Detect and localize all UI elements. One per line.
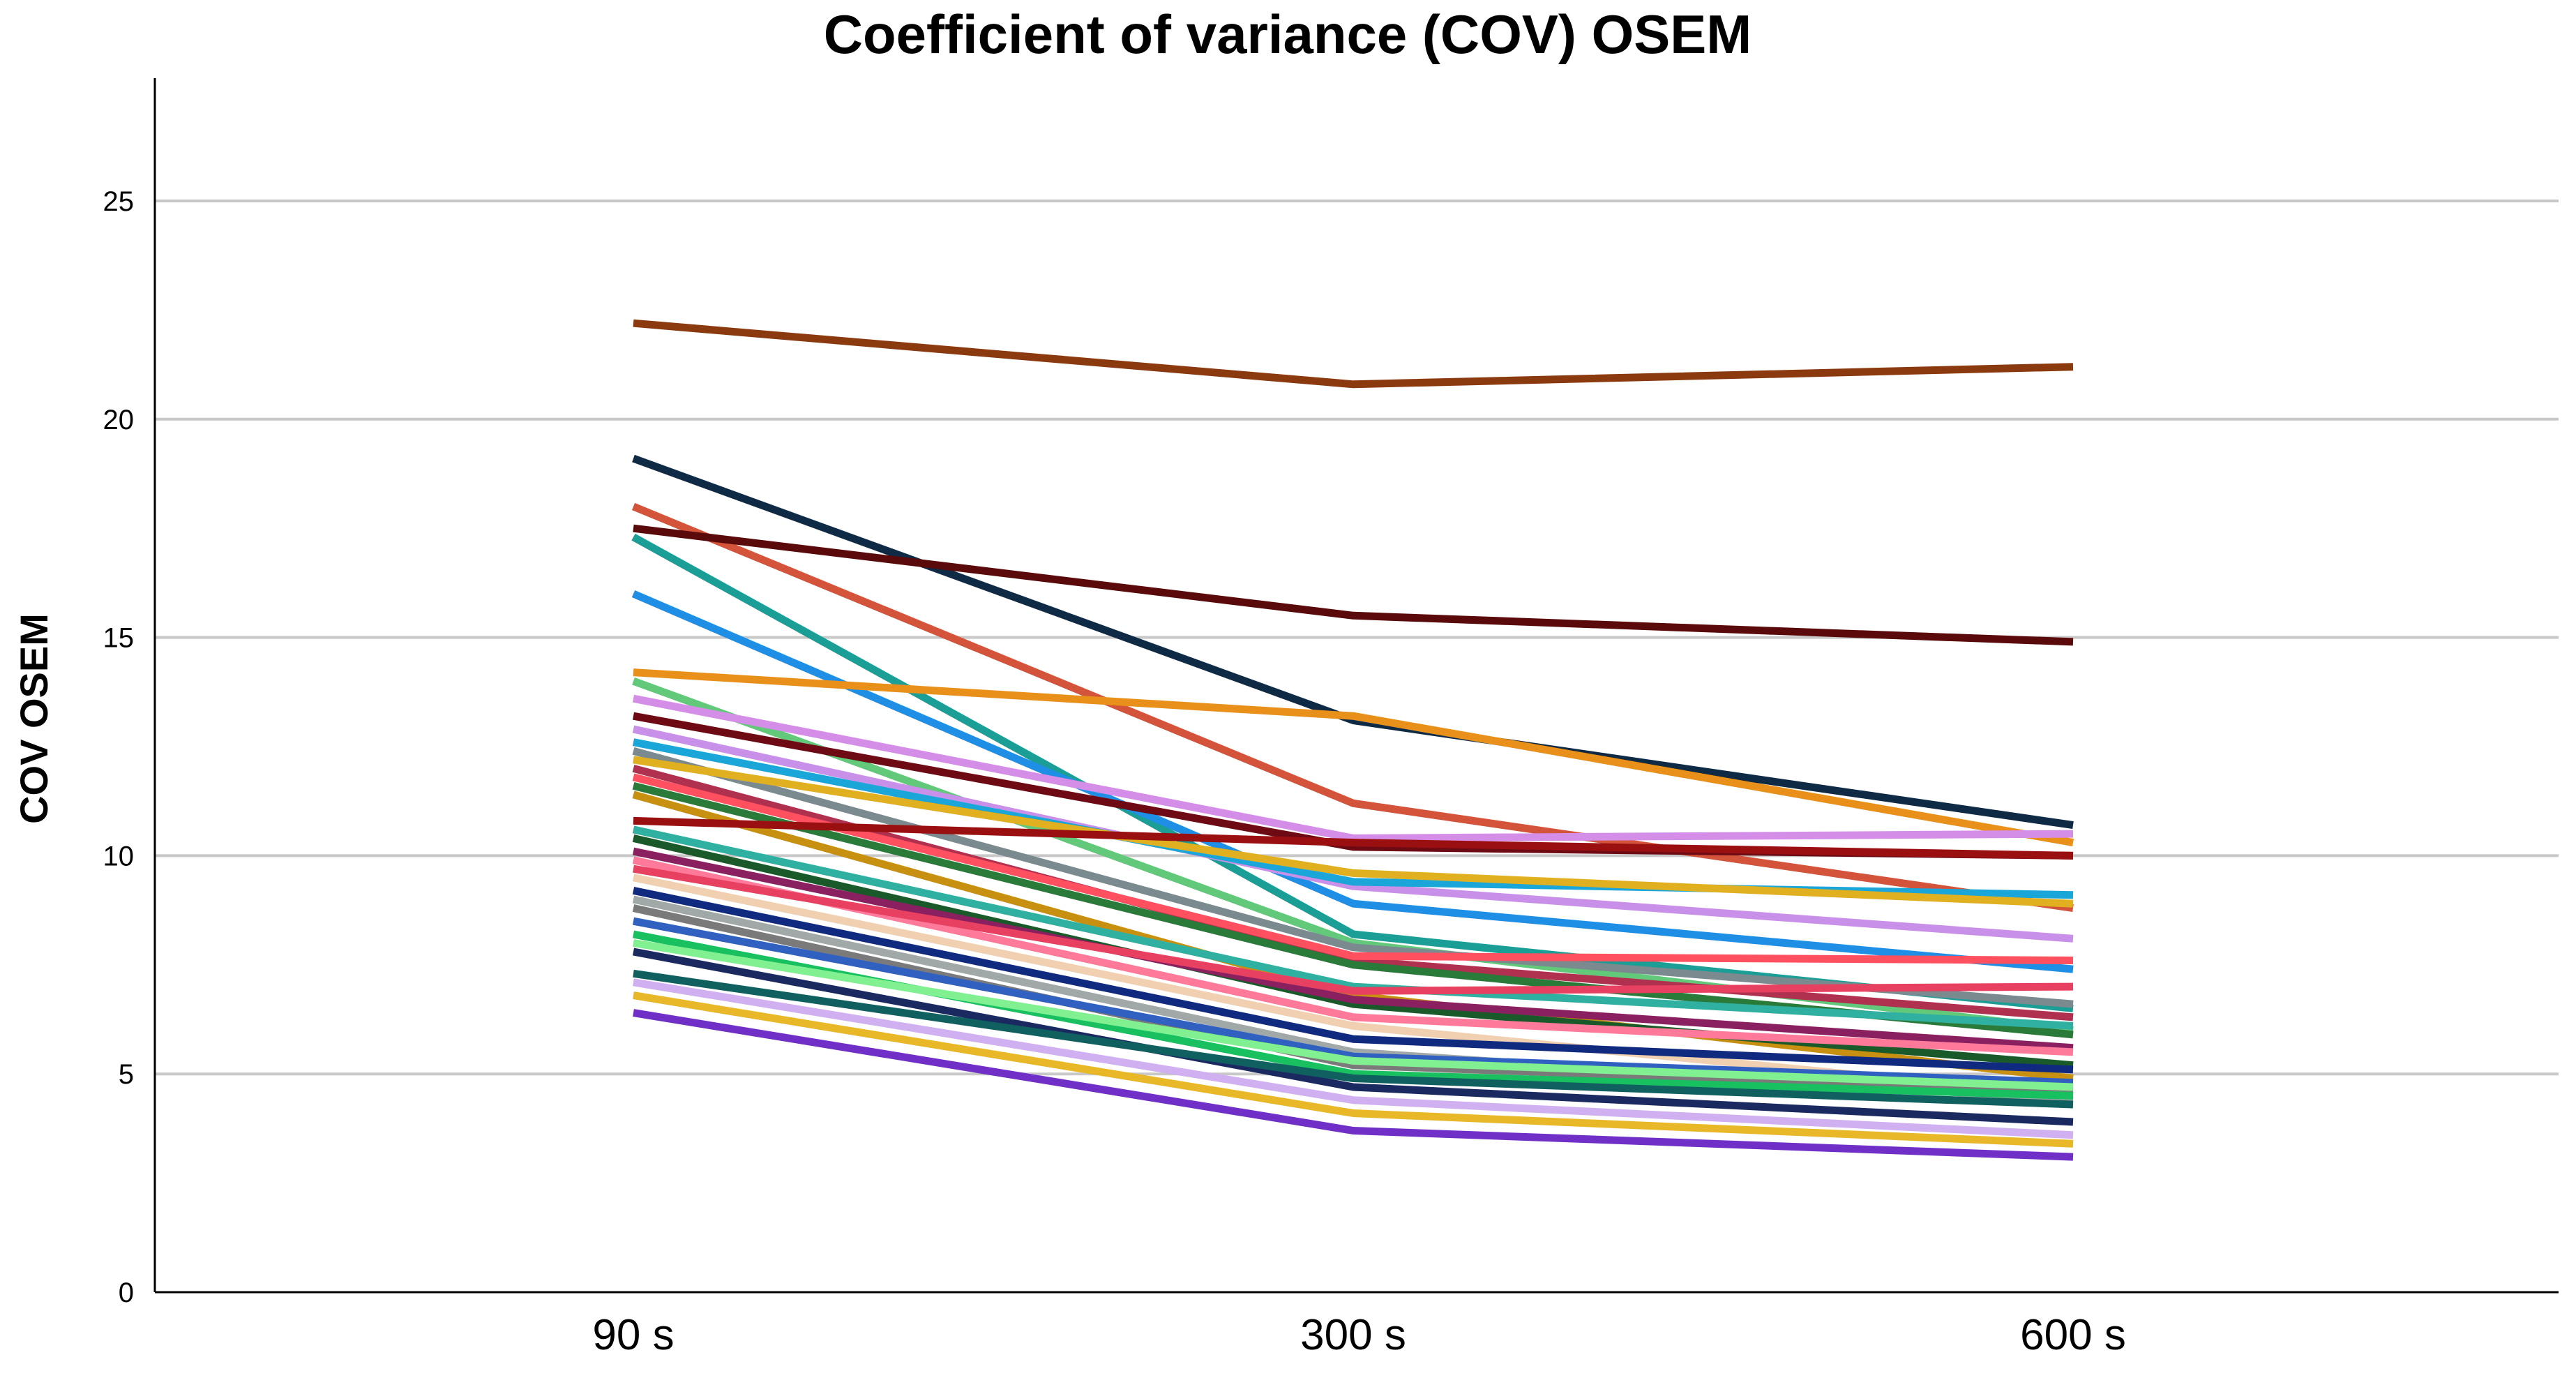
series-line-21 bbox=[632, 834, 2074, 1070]
series-line-22 bbox=[632, 847, 2074, 1052]
series-line-4 bbox=[633, 524, 2074, 646]
series-line-3 bbox=[631, 502, 2074, 912]
series-line-7 bbox=[633, 668, 2074, 847]
x-tick-labels: 90 s 300 s 600 s bbox=[592, 1311, 2125, 1359]
series-line-26 bbox=[632, 887, 2074, 1074]
series-line-35 bbox=[633, 991, 2074, 1148]
x-tick-label: 600 s bbox=[2020, 1311, 2126, 1359]
series-line-36 bbox=[633, 1009, 2074, 1161]
series-line-2 bbox=[632, 454, 2074, 830]
chart-title: Coefficient of variance (COV) OSEM bbox=[824, 3, 1752, 65]
series-line-29 bbox=[632, 917, 2074, 1087]
y-tick-label: 25 bbox=[103, 186, 135, 217]
gridlines bbox=[155, 200, 2559, 1076]
series-line-1 bbox=[633, 319, 2074, 389]
x-tick-label: 90 s bbox=[592, 1311, 674, 1359]
y-tick-label: 20 bbox=[103, 405, 135, 435]
y-tick-label: 0 bbox=[119, 1278, 134, 1308]
series-line-15 bbox=[632, 764, 2074, 1021]
series-line-20 bbox=[632, 825, 2074, 1030]
y-tick-labels: 0 5 10 15 20 25 bbox=[103, 186, 135, 1308]
series-line-11 bbox=[632, 725, 2074, 943]
series-line-16 bbox=[632, 773, 2074, 964]
series-line-18 bbox=[632, 791, 2074, 1082]
series-line-14 bbox=[633, 756, 2074, 908]
series-line-33 bbox=[633, 969, 2074, 1109]
y-tick-label: 5 bbox=[119, 1059, 134, 1090]
y-axis-label: COV OSEM bbox=[12, 613, 56, 824]
y-tick-label: 10 bbox=[103, 841, 135, 871]
series-line-24 bbox=[633, 864, 2074, 995]
series-line-19 bbox=[633, 816, 2074, 860]
series-line-34 bbox=[633, 978, 2074, 1139]
series-line-32 bbox=[632, 948, 2074, 1126]
series-line-31 bbox=[633, 939, 2074, 1091]
series-lines bbox=[631, 319, 2074, 1161]
series-line-6 bbox=[631, 590, 2074, 973]
y-tick-label: 15 bbox=[103, 623, 135, 654]
series-line-28 bbox=[632, 904, 2074, 1095]
x-tick-label: 300 s bbox=[1300, 1311, 1406, 1359]
series-line-9 bbox=[632, 694, 2074, 842]
